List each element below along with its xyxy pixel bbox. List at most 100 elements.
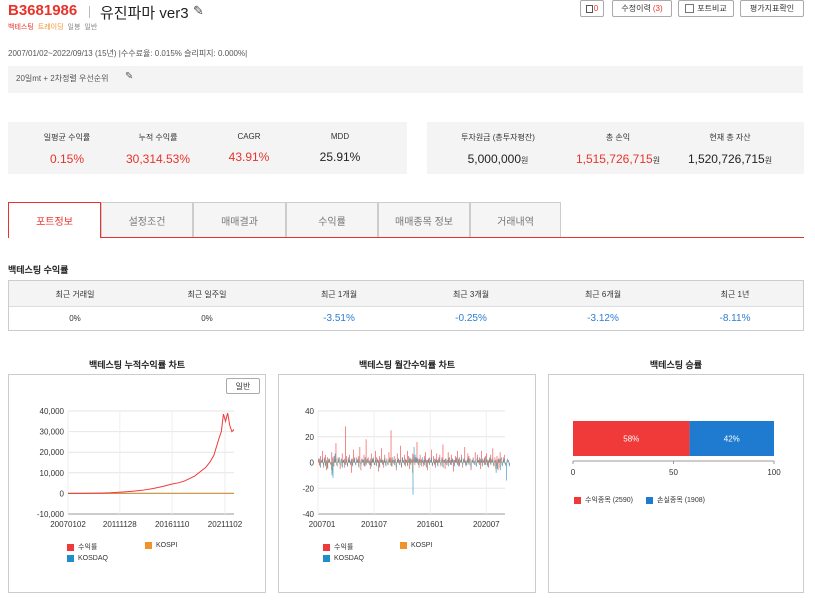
bar-KOSDAQ — [336, 462, 338, 467]
bar-수익률 — [422, 462, 424, 467]
bar-수익률 — [405, 462, 406, 467]
bar-KOSPI — [379, 461, 381, 463]
bar-수익률 — [341, 453, 343, 463]
bar-KOSPI — [476, 458, 478, 463]
portfolio-compare-button[interactable]: 포트비교 — [678, 0, 734, 17]
legend-swatch — [646, 496, 653, 504]
bar-KOSPI — [465, 462, 466, 466]
bar-KOSPI — [483, 458, 485, 463]
tab-returns[interactable]: 수익률 — [286, 202, 378, 238]
bar-KOSDAQ — [377, 458, 378, 463]
bar-KOSDAQ — [458, 458, 460, 463]
bar-KOSPI — [332, 462, 333, 473]
tab-settings[interactable]: 설정조건 — [101, 202, 193, 238]
y-tick-label: 10,000 — [40, 469, 65, 478]
bar-KOSDAQ — [468, 462, 470, 466]
bar-KOSPI — [506, 459, 508, 463]
bar-KOSDAQ — [345, 462, 346, 466]
bar-KOSPI — [354, 462, 356, 464]
bar-KOSDAQ — [352, 462, 354, 467]
x-tick-label: 201601 — [417, 520, 444, 529]
bar-KOSDAQ — [496, 462, 498, 469]
tab-portfolio-info[interactable]: 포트정보 — [8, 202, 101, 238]
bar-KOSPI — [373, 462, 375, 464]
bar-KOSPI — [423, 462, 425, 464]
bar-KOSPI — [448, 458, 450, 463]
bar-수익률 — [370, 453, 372, 463]
bar-KOSPI — [365, 462, 366, 464]
bar-KOSPI — [394, 459, 396, 463]
bar-KOSPI — [353, 458, 355, 463]
bar-KOSDAQ — [320, 462, 321, 468]
bar-KOSDAQ — [378, 459, 380, 463]
bar-수익률 — [423, 456, 425, 463]
edit-history-button[interactable]: 수정이력 (3) — [612, 0, 672, 17]
bar-KOSDAQ — [347, 462, 348, 467]
bar-KOSPI — [384, 458, 385, 463]
bar-KOSDAQ — [430, 459, 431, 463]
legend-swatch — [400, 542, 407, 549]
bar-KOSPI — [418, 459, 419, 463]
bar-KOSDAQ — [399, 462, 400, 466]
bar-수익률 — [444, 462, 446, 469]
bar-수익률 — [450, 454, 452, 463]
bar-KOSDAQ — [434, 462, 436, 466]
bar-KOSPI — [447, 462, 449, 466]
bar-KOSDAQ — [407, 462, 409, 467]
bar-KOSPI — [407, 461, 409, 463]
bar-KOSDAQ — [478, 459, 479, 463]
bar-KOSDAQ — [443, 459, 445, 463]
bar-수익률 — [407, 450, 408, 463]
bar-수익률 — [468, 456, 470, 463]
bar-KOSPI — [468, 462, 469, 464]
bar-KOSPI — [463, 459, 464, 463]
tab-traded-stocks[interactable]: 매매종목 정보 — [378, 202, 470, 238]
bar-수익률 — [465, 461, 467, 463]
bar-KOSPI — [469, 459, 470, 463]
y-tick-label: -20 — [302, 484, 314, 493]
bar-수익률 — [459, 457, 460, 463]
bar-KOSDAQ — [361, 458, 363, 463]
bar-수익률 — [368, 461, 370, 463]
bar-KOSDAQ — [427, 459, 428, 463]
bar-KOSPI — [320, 461, 322, 463]
bar-KOSDAQ — [463, 458, 465, 463]
tag-trading: 트레이딩 — [37, 24, 64, 31]
bar-수익률 — [458, 462, 459, 467]
edit-memo-pencil-icon[interactable]: ✎ — [125, 71, 134, 82]
memo-button[interactable]: 0 — [580, 0, 604, 17]
bar-수익률 — [353, 449, 354, 463]
tab-transactions[interactable]: 거래내역 — [470, 202, 561, 238]
bar-수익률 — [427, 462, 428, 471]
bar-KOSPI — [444, 459, 445, 463]
bar-KOSDAQ — [460, 459, 462, 463]
bar-KOSPI — [335, 459, 336, 463]
value-3-month: -0.25% — [455, 313, 487, 324]
general-scale-button[interactable]: 일반 — [226, 378, 260, 394]
bar-KOSDAQ — [392, 459, 394, 463]
bar-수익률 — [502, 457, 504, 463]
bar-KOSPI — [401, 458, 403, 463]
tag-general: 일반 — [84, 24, 98, 31]
bar-KOSDAQ — [428, 458, 429, 463]
bar-KOSDAQ — [348, 457, 349, 463]
bar-KOSDAQ — [456, 457, 457, 463]
tab-trade-results[interactable]: 매매결과 — [193, 202, 286, 238]
edit-name-pencil-icon[interactable]: ✎ — [193, 3, 204, 18]
tag-daily: 일봉 — [67, 24, 81, 31]
bar-수익률 — [332, 457, 334, 463]
legend-swatch — [67, 543, 74, 551]
bar-KOSPI — [371, 461, 373, 463]
bar-KOSDAQ — [466, 459, 468, 463]
eval-metrics-button[interactable]: 평가지표확인 — [740, 0, 804, 17]
y-tick-label: -40 — [302, 510, 314, 519]
bar-수익률 — [320, 456, 321, 463]
bar-KOSPI — [374, 461, 376, 463]
bar-KOSDAQ — [454, 462, 455, 467]
bar-KOSDAQ — [327, 462, 329, 469]
compare-checkbox[interactable] — [685, 4, 695, 13]
bar-KOSDAQ — [442, 462, 444, 468]
bar-수익률 — [462, 462, 464, 468]
bar-수익률 — [400, 445, 401, 463]
bar-KOSPI — [372, 458, 374, 463]
